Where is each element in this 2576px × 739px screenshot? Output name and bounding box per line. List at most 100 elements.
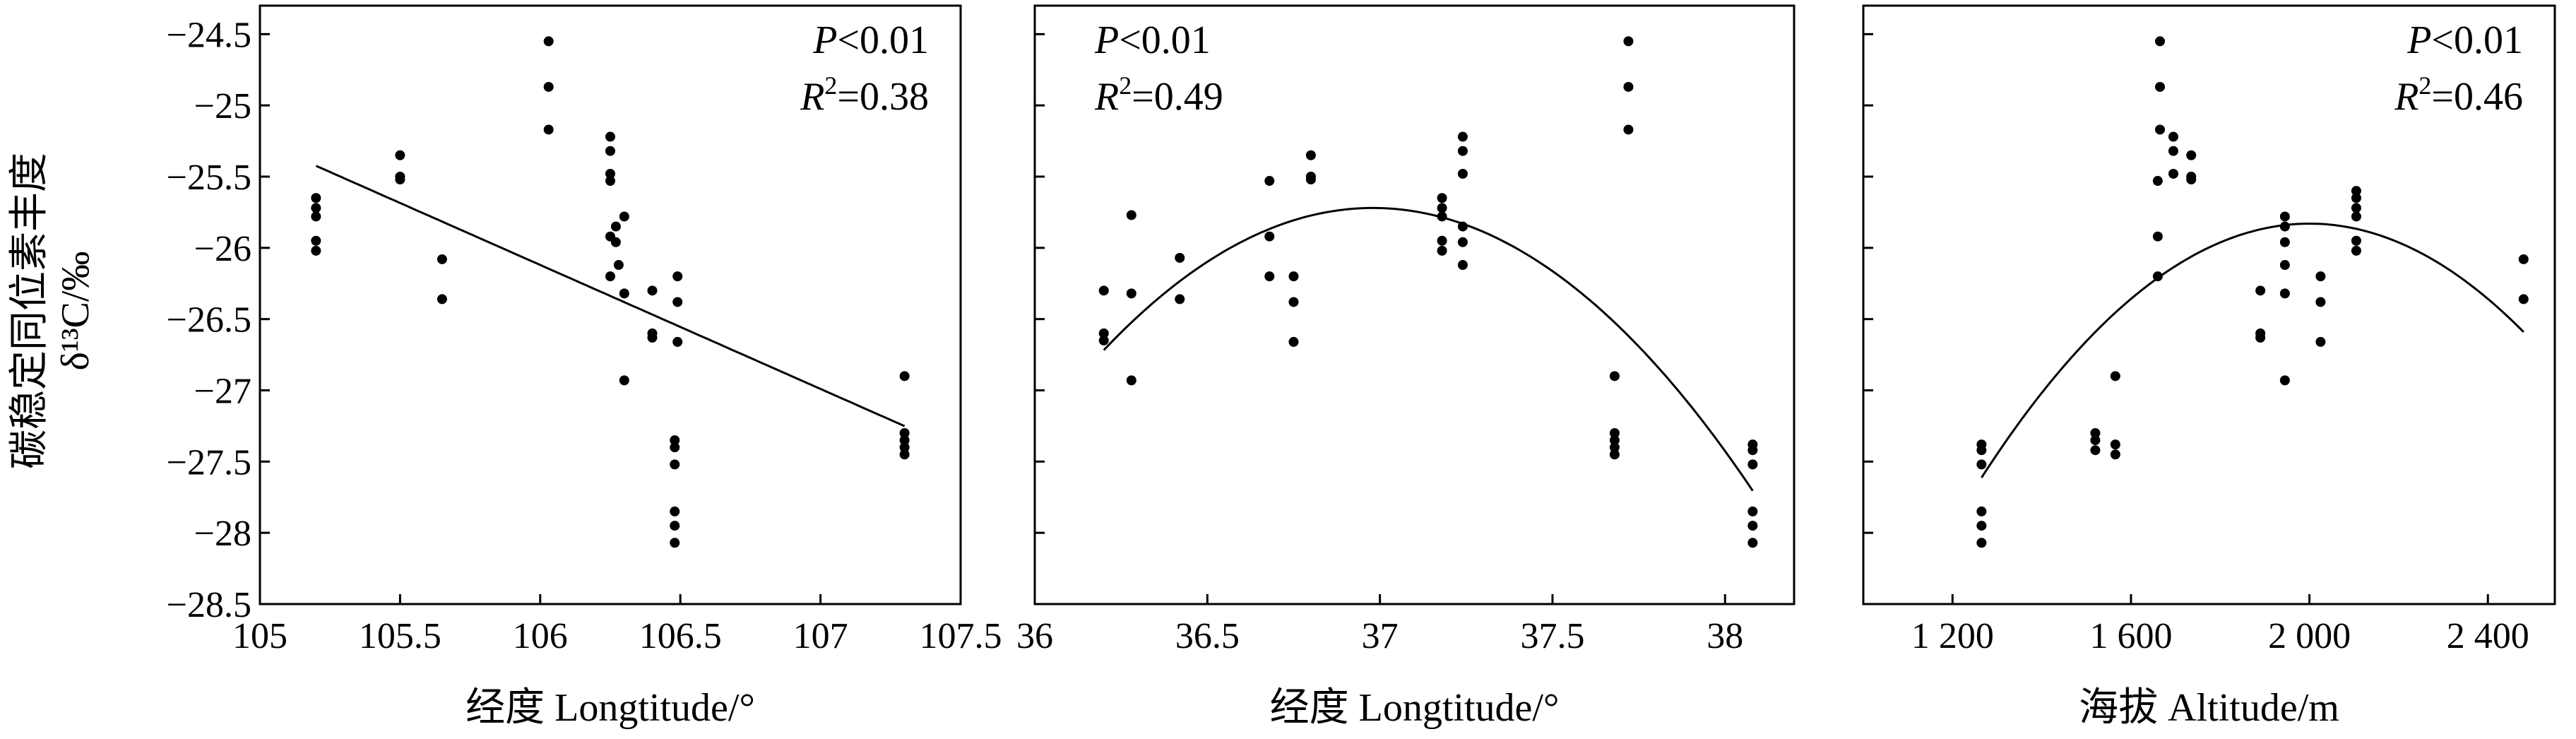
data-point	[1288, 271, 1299, 282]
r-superscript: 2	[824, 71, 837, 100]
x-tick-label: 36.5	[1175, 616, 1240, 656]
data-point	[2110, 371, 2120, 382]
data-point	[1305, 150, 1316, 160]
data-point	[1098, 328, 1109, 338]
y-tick-label: −28	[194, 514, 251, 554]
p-value: <0.01	[837, 18, 929, 62]
data-point	[1747, 459, 1758, 470]
plot-frame	[1862, 4, 2556, 605]
data-point	[670, 459, 680, 470]
data-point	[2110, 449, 2120, 460]
y-tick-label: −26.5	[167, 300, 251, 341]
data-point	[605, 168, 615, 179]
r-squared-annotation: R2=0.46	[2394, 71, 2523, 119]
data-point	[1264, 231, 1275, 242]
data-point	[670, 506, 680, 516]
data-point	[1437, 193, 1447, 203]
data-point	[2351, 193, 2361, 203]
x-tick-label: 36	[1016, 616, 1053, 656]
data-point	[1609, 428, 1620, 438]
data-point	[2279, 288, 2290, 299]
data-point	[437, 294, 447, 305]
data-point	[1098, 285, 1109, 296]
y-axis-label-symbol: δ¹³C/‰	[54, 252, 97, 371]
data-point	[613, 260, 624, 271]
data-point	[2090, 428, 2101, 438]
p-value: <0.01	[2431, 18, 2523, 62]
data-point	[619, 288, 629, 299]
data-point	[2255, 332, 2266, 343]
y-tick-label: −25	[194, 86, 251, 126]
data-point	[899, 371, 910, 382]
data-point	[1126, 288, 1136, 299]
data-point	[2168, 168, 2178, 179]
y-tick-label: −25.5	[167, 158, 251, 198]
data-point	[311, 235, 321, 246]
data-point	[1976, 538, 1987, 548]
data-point	[1305, 175, 1316, 185]
p-value-annotation: P<0.01	[2406, 18, 2523, 62]
data-point	[670, 538, 680, 548]
x-tick-label: 106	[513, 616, 568, 656]
x-axis-title: 海拔 Altitude/m	[2079, 686, 2339, 730]
x-axis-title: 经度 Longtitude/°	[1270, 686, 1560, 730]
data-point	[1437, 211, 1447, 222]
p-value-annotation: P<0.01	[812, 18, 929, 62]
data-point	[605, 131, 615, 142]
y-tick-label: −27	[194, 372, 251, 412]
data-point	[395, 150, 405, 160]
data-point	[2186, 150, 2197, 160]
data-point	[1437, 245, 1447, 256]
data-point	[2351, 211, 2361, 222]
data-point	[899, 428, 910, 438]
data-point	[670, 435, 680, 446]
data-point	[1457, 260, 1468, 271]
data-point	[1288, 336, 1299, 347]
data-point	[1609, 371, 1620, 382]
data-point	[1609, 435, 1620, 446]
data-point	[311, 245, 321, 256]
data-point	[311, 193, 321, 203]
data-point	[2279, 375, 2290, 386]
p-symbol: P	[812, 18, 837, 62]
r-superscript: 2	[2418, 71, 2431, 100]
data-point	[2351, 203, 2361, 213]
data-point	[2351, 235, 2361, 246]
data-point	[1976, 459, 1987, 470]
x-tick-label: 1 200	[1911, 616, 1994, 656]
data-point	[605, 271, 615, 282]
data-point	[1437, 203, 1447, 213]
p-value: <0.01	[1119, 18, 1211, 62]
data-point	[2351, 186, 2361, 196]
y-tick-label: −26	[194, 229, 251, 269]
r-squared-value: =0.49	[1132, 75, 1223, 119]
data-point	[1623, 81, 1634, 92]
y-axis-label-cn: 碳稳定同位素丰度	[8, 153, 52, 469]
data-point	[543, 36, 554, 47]
data-point	[1264, 176, 1275, 187]
x-tick-label: 105.5	[359, 616, 441, 656]
x-tick-label: 37.5	[1520, 616, 1584, 656]
data-point	[2186, 175, 2197, 185]
x-tick-label: 107	[793, 616, 848, 656]
data-point	[1747, 506, 1758, 516]
fit-line	[315, 165, 906, 427]
data-point	[1175, 252, 1185, 263]
data-point	[619, 211, 629, 222]
data-point	[1457, 221, 1468, 232]
data-point	[2255, 285, 2266, 296]
data-point	[2279, 237, 2290, 247]
data-point	[437, 254, 447, 264]
data-point	[2518, 294, 2529, 305]
r-symbol: R	[800, 75, 824, 119]
data-point	[1126, 210, 1136, 220]
p-value-annotation: P<0.01	[1094, 18, 1211, 62]
data-point	[605, 176, 615, 187]
data-point	[2090, 435, 2101, 446]
data-point	[2155, 124, 2166, 135]
x-tick-label: 37	[1362, 616, 1399, 656]
fit-line	[1981, 223, 2524, 478]
x-tick-label: 106.5	[639, 616, 722, 656]
fit-line	[1103, 206, 1754, 492]
